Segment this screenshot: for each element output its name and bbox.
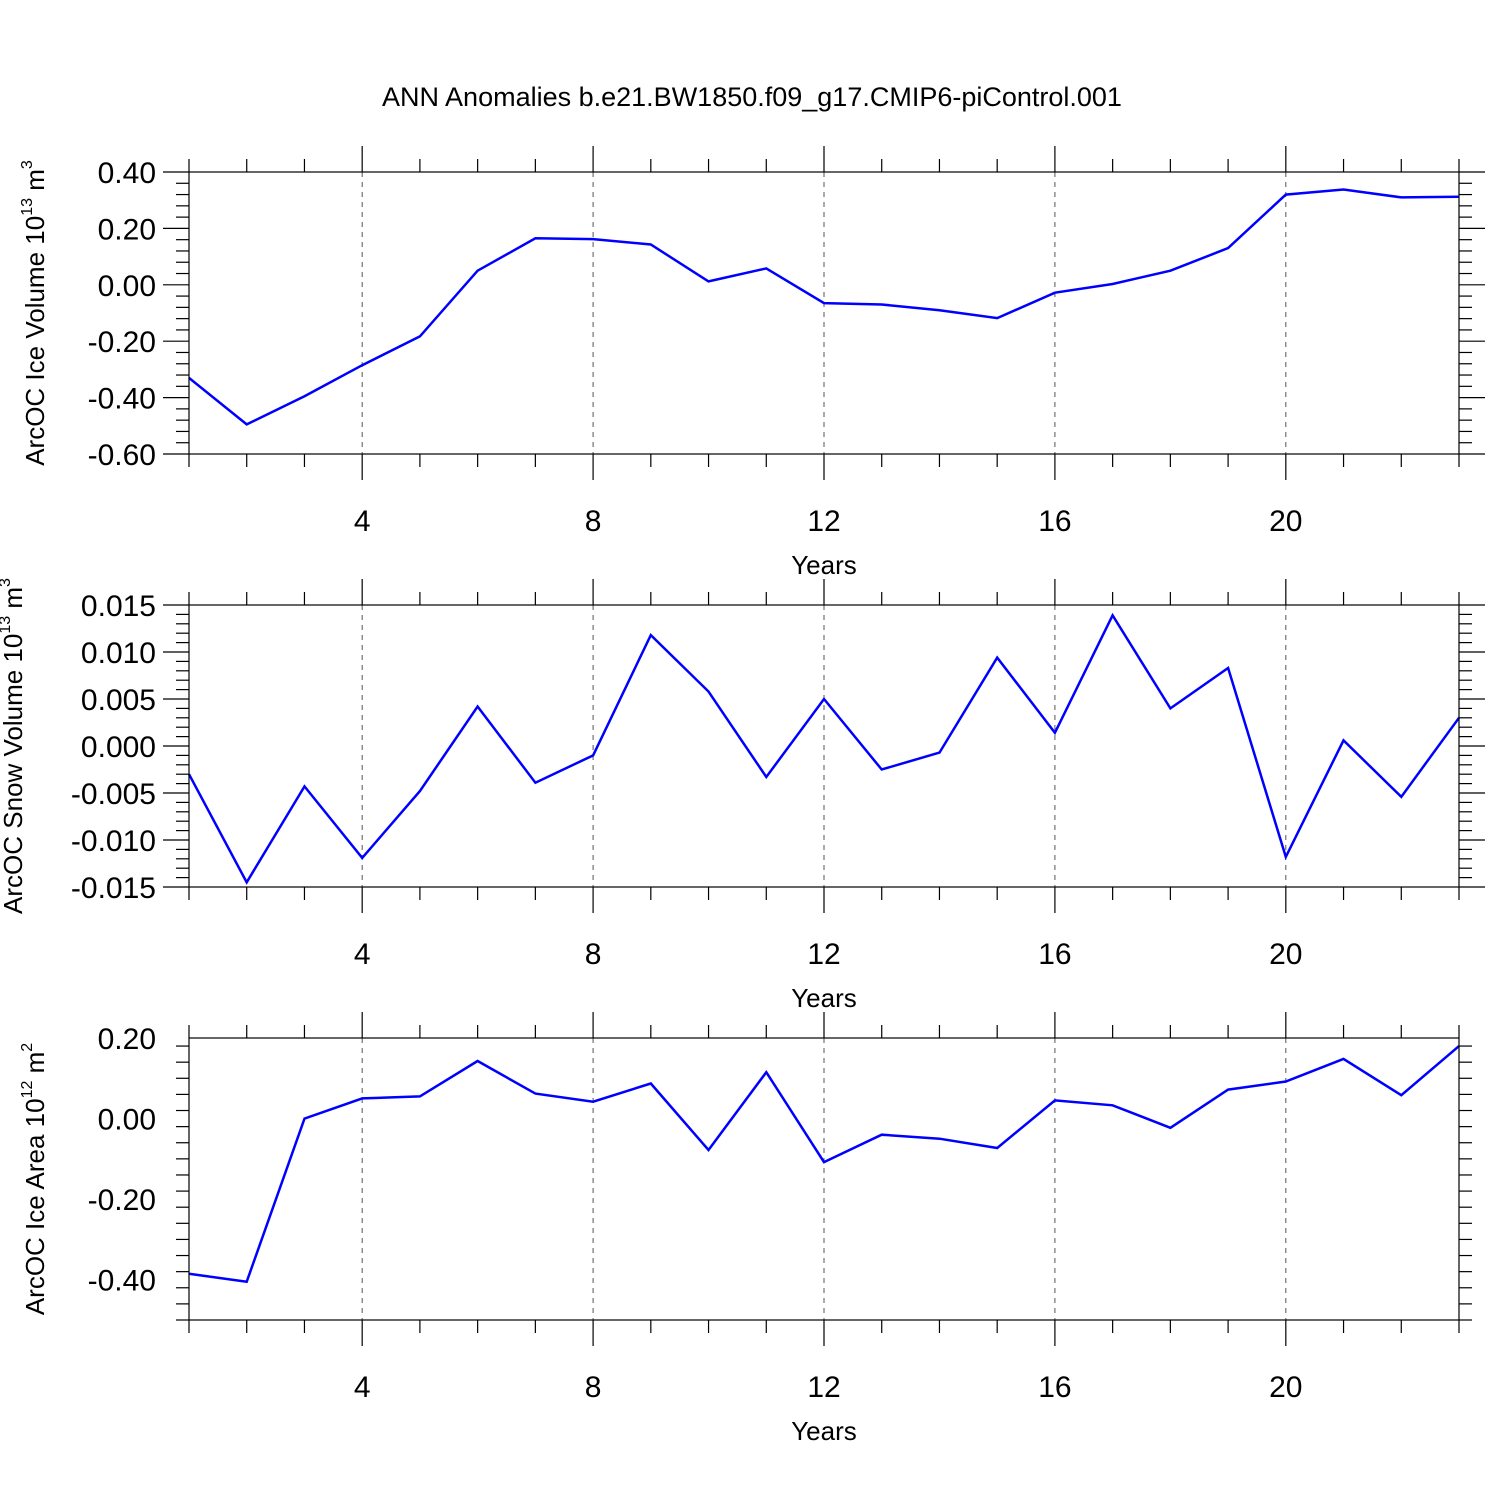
panel-2-y-tick-label: 0.010 <box>81 637 156 670</box>
panel-3-x-tick-label: 12 <box>807 1371 840 1404</box>
panel-3-x-tick-label: 16 <box>1038 1371 1071 1404</box>
panel-2-y-tick-label: -0.010 <box>71 825 156 858</box>
panel-2-y-tick-label: 0.000 <box>81 731 156 764</box>
panel-2-x-tick-label: 16 <box>1038 938 1071 971</box>
panel-1-y-tick-label: 0.40 <box>98 157 156 190</box>
panel-2-x-tick-label: 8 <box>585 938 602 971</box>
panel-1-y-tick-label: 0.00 <box>98 270 156 303</box>
panel-3-x-axis-label: Years <box>791 1416 857 1446</box>
panel-1-y-tick-label: -0.20 <box>88 326 156 359</box>
panel-3-y-tick-label: -0.40 <box>88 1265 156 1298</box>
panel-2-y-tick-label: -0.005 <box>71 778 156 811</box>
panel-2-series-line <box>187 612 1461 885</box>
panel-3: -0.40 -0.20 0.00 0.20 4 8 12 16 20 Years ArcOC Ice… <box>19 1012 1472 1446</box>
panel-1-y-tick-label: 0.20 <box>98 213 156 246</box>
panel-3-y-axis-label: ArcOC Ice Area 1012 m2 <box>19 1043 50 1315</box>
panel-1-y-tick-label: -0.60 <box>88 439 156 472</box>
panel-1-plot-frame <box>188 171 1460 455</box>
panel-1-y-axis-label: ArcOC Ice Volume 1013 m3 <box>19 160 50 466</box>
panel-1-x-tick-label: 20 <box>1269 505 1302 538</box>
panel-2-y-tick-label: -0.015 <box>71 872 156 905</box>
panel-2-plot-frame <box>188 604 1460 888</box>
panel-2-x-tick-label: 4 <box>354 938 371 971</box>
panel-2-x-axis-label: Years <box>791 983 857 1013</box>
panel-3-plot-frame <box>188 1037 1460 1321</box>
panel-3-x-tick-label: 8 <box>585 1371 602 1404</box>
panel-1-x-axis-label: Years <box>791 550 857 580</box>
panel-1-x-tick-label: 16 <box>1038 505 1071 538</box>
panel-2: -0.015 -0.010 -0.005 0.000 0.005 0.010 0.015 4 8… <box>0 578 1485 1013</box>
panel-1-x-tick-label: 4 <box>354 505 371 538</box>
panel-3-y-tick-label: 0.00 <box>98 1104 156 1137</box>
panel-2-y-tick-label: 0.005 <box>81 684 156 717</box>
panel-1-y-tick-label: -0.40 <box>88 383 156 416</box>
panel-1: -0.60 -0.40 -0.20 0.00 0.20 0.40 4 8 12 16 20 Years… <box>19 146 1485 580</box>
panel-1-x-tick-label: 12 <box>807 505 840 538</box>
figure-title: ANN Anomalies b.e21.BW1850.f09_g17.CMIP6… <box>382 82 1122 112</box>
panel-2-x-tick-label: 12 <box>807 938 840 971</box>
panel-3-y-tick-label: 0.20 <box>98 1023 156 1056</box>
panel-3-x-tick-label: 20 <box>1269 1371 1302 1404</box>
panel-2-y-axis-label: ArcOC Snow Volume 1013 m3 <box>0 578 28 914</box>
panel-3-x-tick-label: 4 <box>354 1371 371 1404</box>
panel-2-y-tick-label: 0.015 <box>81 590 156 623</box>
panel-2-x-tick-label: 20 <box>1269 938 1302 971</box>
panel-3-series-line <box>188 1045 1460 1284</box>
panel-1-x-tick-label: 8 <box>585 505 602 538</box>
panel-1-series-line <box>188 188 1460 426</box>
panel-3-y-tick-label: -0.20 <box>88 1184 156 1217</box>
